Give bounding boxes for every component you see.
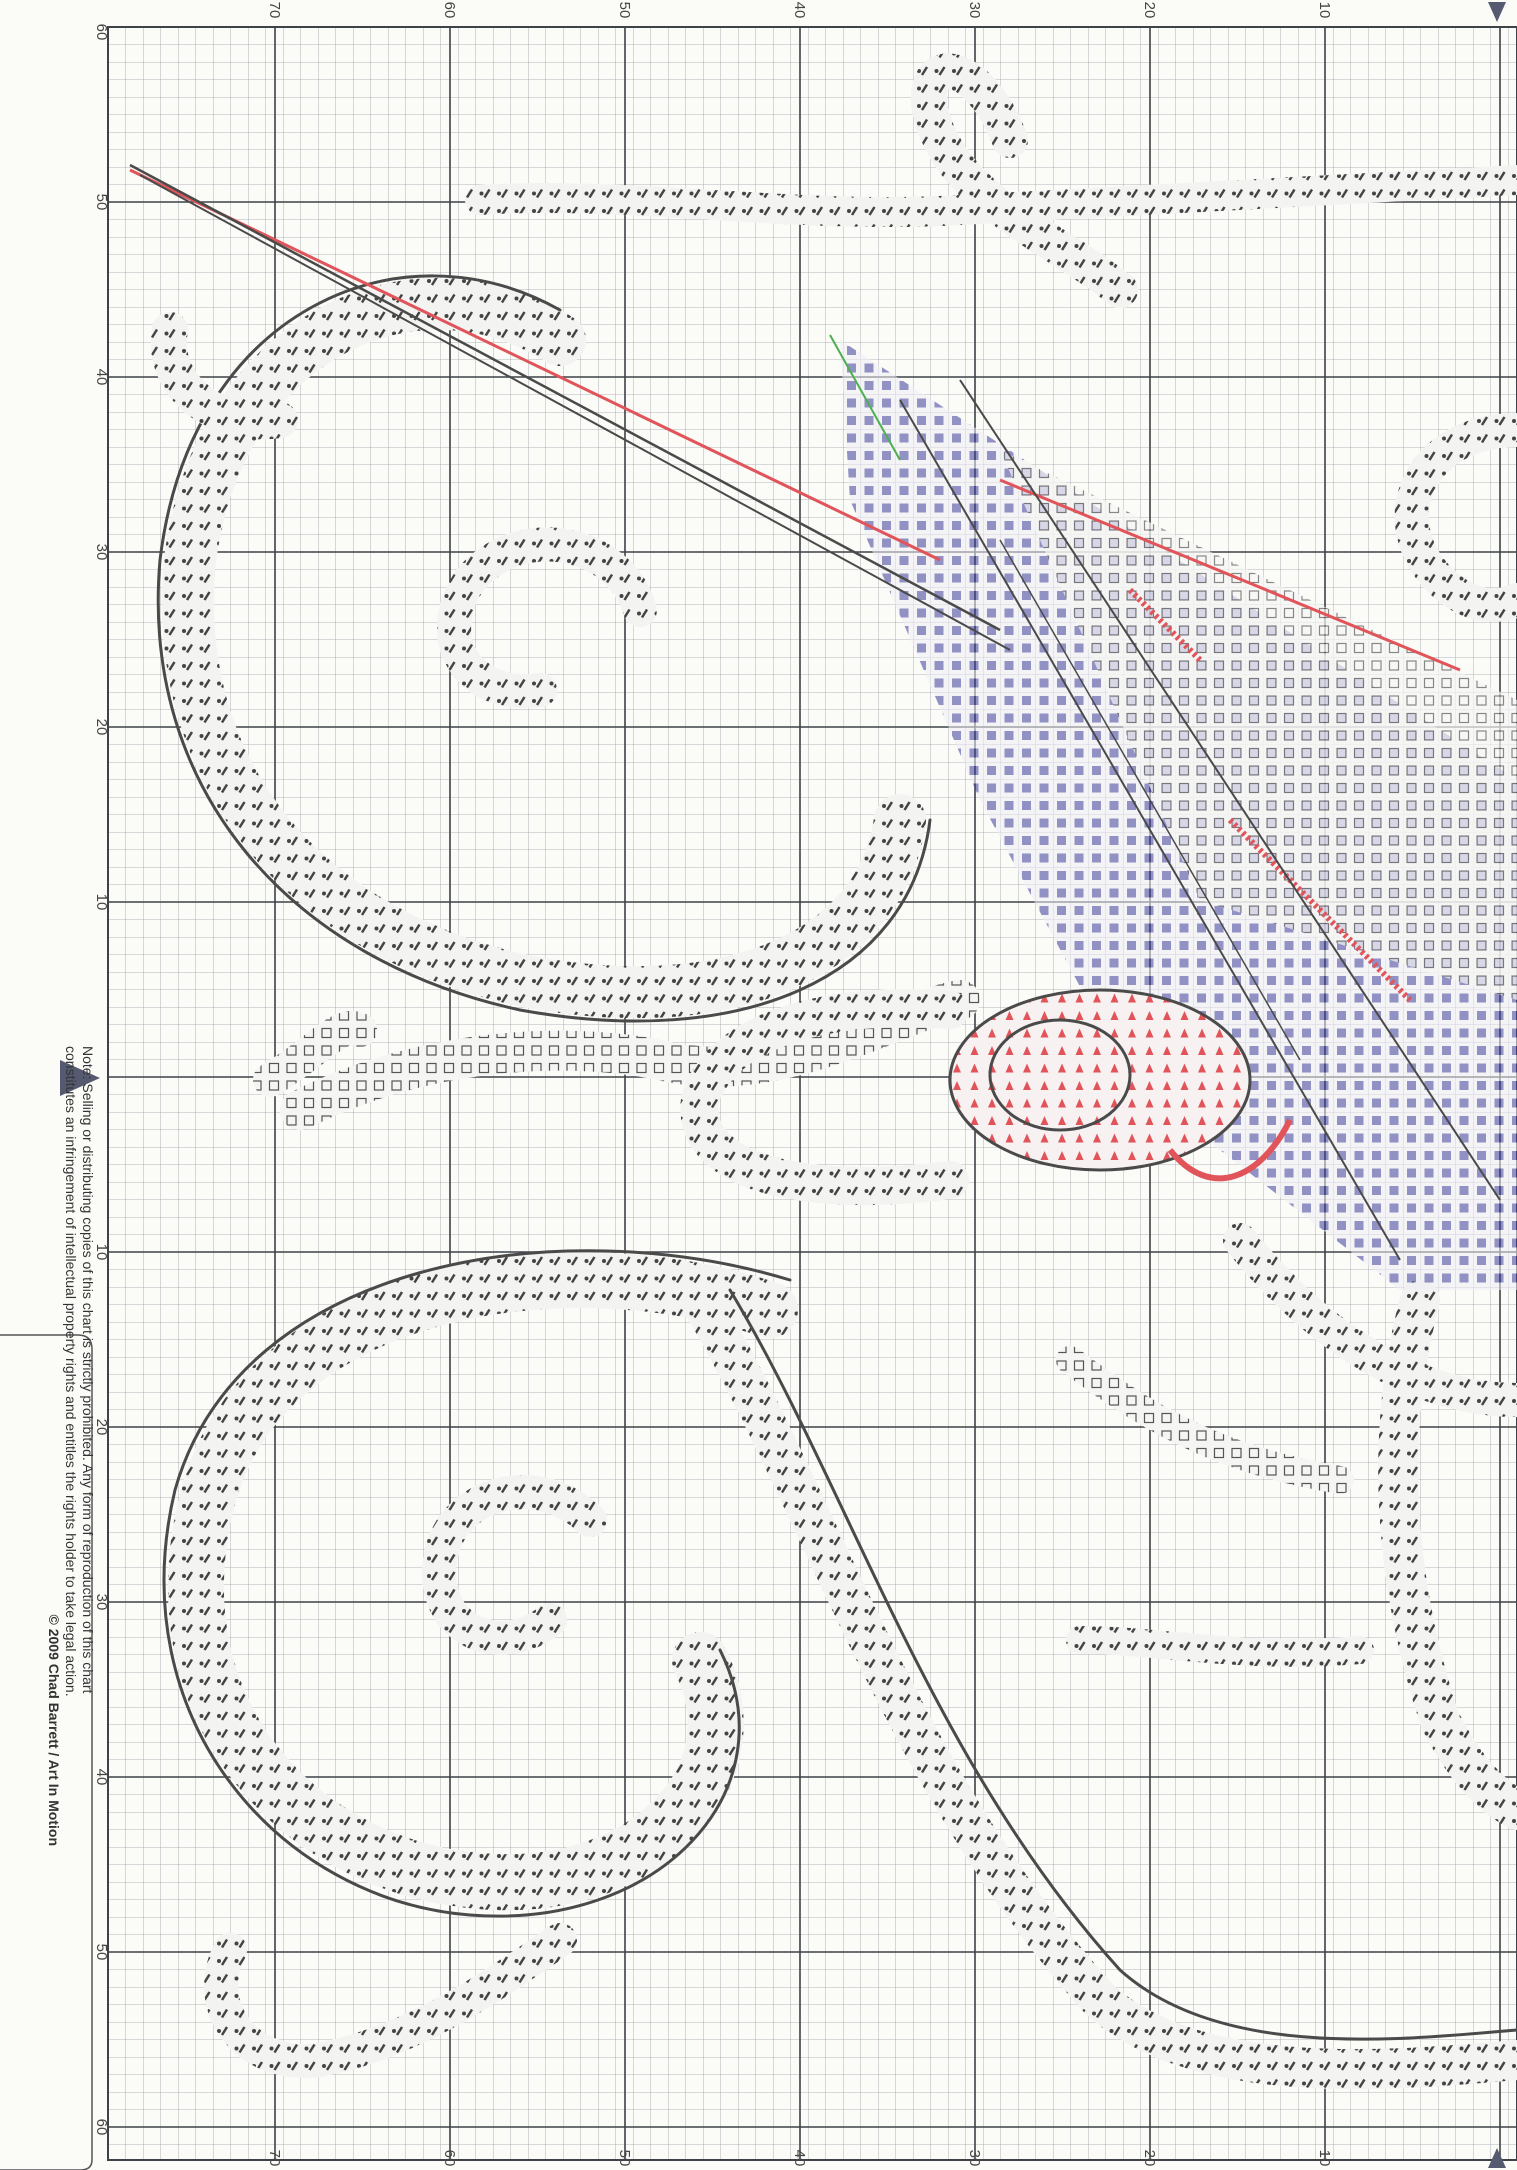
center-marker-arrow-left (60, 1060, 100, 1096)
center-marker-arrow-bottom (1488, 2148, 1506, 2168)
quill-feather (129, 163, 1517, 1290)
feather-squares (1000, 450, 1517, 1000)
top-axis-ticks: 70 60 50 40 30 20 10 (266, 2, 1333, 19)
grid-major-lines (108, 27, 1517, 2160)
left-tick-label: 50 (93, 194, 110, 211)
left-tick-label: 50 (93, 1944, 110, 1961)
left-tick-label: 30 (93, 1594, 110, 1611)
top-tick-label: 40 (791, 2, 808, 19)
copyright-line: © 2009 Chad Barrett / Art In Motion (46, 1614, 62, 1847)
bottom-tick-label: 10 (1316, 2150, 1333, 2167)
crossing-sweep-outline (728, 1288, 1517, 2041)
top-tick-label: 30 (966, 2, 983, 19)
feather-veins-2 (959, 379, 1501, 1201)
left-tick-label: 10 (93, 894, 110, 911)
left-tick-label: 20 (93, 719, 110, 736)
crossing-sweep (680, 1280, 1517, 2090)
right-lower-band (1223, 1223, 1517, 1417)
bud-leaf (1167, 1118, 1293, 1182)
bottom-tick-label: 70 (266, 2150, 283, 2167)
upper-spiral-outline (156, 274, 932, 1023)
scroll-motifs (150, 53, 1517, 2090)
left-tick-label: 40 (93, 1769, 110, 1786)
feather-red-dots (1227, 817, 1413, 1003)
quill-shaft-grey-2 (139, 174, 1011, 651)
left-tick-label: 20 (93, 1419, 110, 1436)
lower-right-band (1066, 1626, 1374, 1667)
top-tick-label: 50 (616, 2, 633, 19)
note-line-1: Note: Selling or distributing copies of … (80, 1046, 96, 1694)
bottom-tick-label: 30 (966, 2150, 983, 2167)
lower-spiral-inner (422, 1475, 607, 1655)
top-tick-label: 20 (1141, 2, 1158, 19)
top-band (465, 165, 1517, 228)
upper-spiral (162, 277, 926, 1019)
center-marker-arrow-top (1488, 2, 1506, 22)
bud-inner (988, 1018, 1132, 1132)
bottom-tick-label: 50 (616, 2150, 633, 2167)
lower-mid-band (1056, 1346, 1354, 1494)
lower-spiral-outline (162, 1249, 792, 1918)
feather-green (829, 334, 901, 461)
feather-veins-1 (899, 399, 1401, 1261)
lower-left-curl (204, 1923, 577, 2079)
bud-body (948, 988, 1252, 1172)
bottom-tick-label: 20 (1141, 2150, 1158, 2167)
right-column (1378, 1280, 1517, 1830)
left-tick-label: 30 (93, 544, 110, 561)
top-tick-label: 60 (441, 2, 458, 19)
note-line-2: constitutes an infringement of intellect… (63, 1046, 79, 1697)
upper-spiral-inner (437, 527, 657, 709)
chart-border (107, 26, 1517, 2161)
left-leaf (150, 312, 298, 440)
right-swirl (1394, 413, 1517, 622)
quill-shaft-grey (129, 163, 1001, 632)
left-tick-label: 60 (93, 24, 110, 41)
note-frame (0, 1334, 93, 2170)
feather-red-dots-2 (1127, 587, 1203, 663)
quill-shaft-red-2 (999, 478, 1461, 672)
top-loop (910, 53, 1138, 308)
top-tick-label: 70 (266, 2, 283, 19)
left-tick-label: 60 (93, 2119, 110, 2136)
bottom-tick-label: 60 (441, 2150, 458, 2167)
middle-c-shape (680, 989, 969, 1206)
left-tick-label: 10 (93, 1244, 110, 1261)
left-axis-ticks: 60 50 40 30 20 10 10 20 30 40 50 60 (93, 24, 110, 2136)
quill-shaft-red (129, 168, 941, 562)
copyright-note: Note: Selling or distributing copies of … (4, 1046, 96, 1846)
left-tick-label: 40 (93, 369, 110, 386)
bottom-tick-label: 40 (791, 2150, 808, 2167)
lower-spiral (167, 1252, 798, 1911)
flower-bud (948, 988, 1293, 1182)
bottom-axis-ticks: 70 60 50 40 30 20 10 (266, 2150, 1333, 2167)
feather-veins-3 (999, 539, 1301, 1061)
top-tick-label: 10 (1316, 2, 1333, 19)
mid-leaf (253, 1011, 377, 1097)
